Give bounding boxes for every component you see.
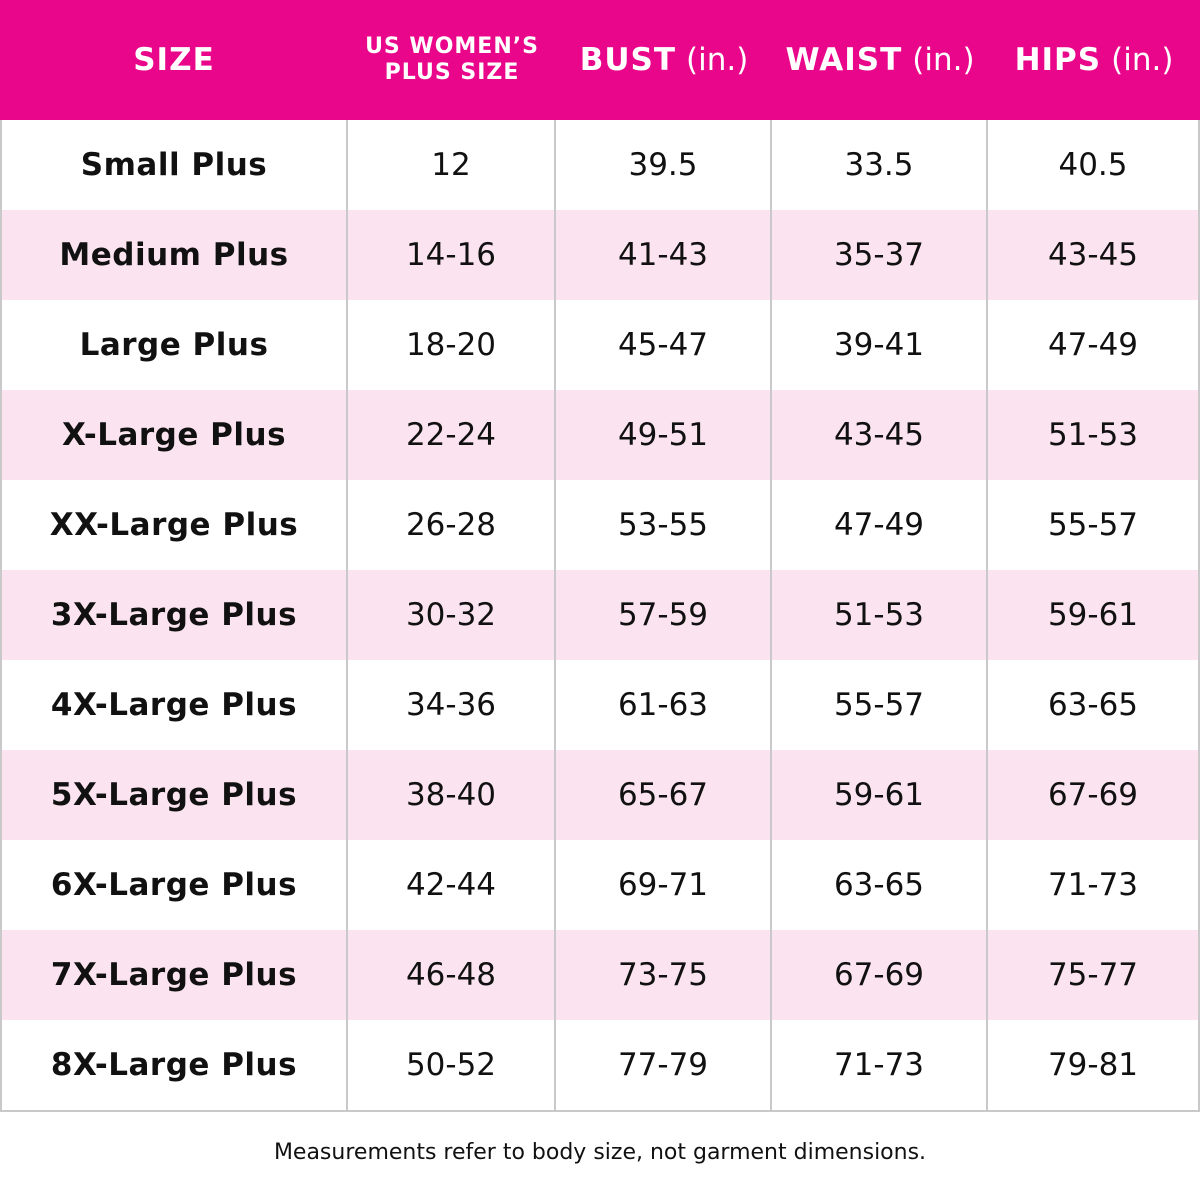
measurement: 26-28: [348, 480, 556, 570]
table-row: 8X-Large Plus 50-52 77-79 71-73 79-81: [0, 1020, 1200, 1112]
measurement: 41-43: [556, 210, 772, 300]
size-name: Small Plus: [0, 120, 348, 210]
header-name: WAIST: [785, 42, 903, 78]
size-name: 5X-Large Plus: [0, 750, 348, 840]
size-name: 3X-Large Plus: [0, 570, 348, 660]
header-cell: WAIST (in.): [772, 0, 988, 120]
measurement: 59-61: [988, 570, 1200, 660]
measurement: 39-41: [772, 300, 988, 390]
header-cell: BUST (in.): [556, 0, 772, 120]
header-unit: (in.): [685, 42, 749, 78]
measurement: 71-73: [988, 840, 1200, 930]
size-name: Medium Plus: [0, 210, 348, 300]
measurement: 77-79: [556, 1020, 772, 1110]
measurement: 63-65: [988, 660, 1200, 750]
header-cell: SIZE: [0, 0, 348, 120]
size-name: 6X-Large Plus: [0, 840, 348, 930]
header-name: BUST: [579, 42, 676, 78]
measurement: 73-75: [556, 930, 772, 1020]
measurement: 43-45: [772, 390, 988, 480]
size-name: 7X-Large Plus: [0, 930, 348, 1020]
size-table: SIZE US WOMEN’S PLUS SIZE BUST (in.) WAIST (in…: [0, 0, 1200, 1112]
measurement: 59-61: [772, 750, 988, 840]
table-row: 4X-Large Plus 34-36 61-63 55-57 63-65: [0, 660, 1200, 750]
measurement: 71-73: [772, 1020, 988, 1110]
table-row: 5X-Large Plus 38-40 65-67 59-61 67-69: [0, 750, 1200, 840]
measurement: 12: [348, 120, 556, 210]
measurement: 47-49: [988, 300, 1200, 390]
measurement: 34-36: [348, 660, 556, 750]
measurement: 39.5: [556, 120, 772, 210]
header-line: US WOMEN’S: [365, 34, 539, 59]
table-row: Small Plus 12 39.5 33.5 40.5: [0, 120, 1200, 210]
measurement: 75-77: [988, 930, 1200, 1020]
table-row: X-Large Plus 22-24 49-51 43-45 51-53: [0, 390, 1200, 480]
measurement: 65-67: [556, 750, 772, 840]
measurement: 43-45: [988, 210, 1200, 300]
measurement: 63-65: [772, 840, 988, 930]
measurement: 14-16: [348, 210, 556, 300]
header-row: SIZE US WOMEN’S PLUS SIZE BUST (in.) WAIST (in…: [0, 0, 1200, 120]
measurement: 67-69: [988, 750, 1200, 840]
measurement: 55-57: [988, 480, 1200, 570]
footer-note: Measurements refer to body size, not gar…: [273, 1140, 927, 1165]
measurement: 18-20: [348, 300, 556, 390]
measurement: 40.5: [988, 120, 1200, 210]
measurement: 55-57: [772, 660, 988, 750]
measurement: 79-81: [988, 1020, 1200, 1110]
measurement: 67-69: [772, 930, 988, 1020]
size-name: 4X-Large Plus: [0, 660, 348, 750]
size-name: X-Large Plus: [0, 390, 348, 480]
size-name: 8X-Large Plus: [0, 1020, 348, 1110]
table-row: Medium Plus 14-16 41-43 35-37 43-45: [0, 210, 1200, 300]
table-row: 3X-Large Plus 30-32 57-59 51-53 59-61: [0, 570, 1200, 660]
measurement: 22-24: [348, 390, 556, 480]
measurement: 57-59: [556, 570, 772, 660]
header-name: SIZE: [133, 42, 215, 78]
header-unit: (in.): [1111, 42, 1174, 78]
measurement: 33.5: [772, 120, 988, 210]
size-name: Large Plus: [0, 300, 348, 390]
header-cell: HIPS (in.): [988, 0, 1200, 120]
measurement: 51-53: [772, 570, 988, 660]
measurement: 49-51: [556, 390, 772, 480]
measurement: 69-71: [556, 840, 772, 930]
measurement: 50-52: [348, 1020, 556, 1110]
measurement: 51-53: [988, 390, 1200, 480]
measurement: 61-63: [556, 660, 772, 750]
header-name: HIPS: [1014, 42, 1102, 78]
size-name: XX-Large Plus: [0, 480, 348, 570]
table-row: 6X-Large Plus 42-44 69-71 63-65 71-73: [0, 840, 1200, 930]
measurement: 45-47: [556, 300, 772, 390]
measurement: 53-55: [556, 480, 772, 570]
measurement: 47-49: [772, 480, 988, 570]
measurement: 46-48: [348, 930, 556, 1020]
header-line: PLUS SIZE: [384, 60, 520, 85]
measurement: 38-40: [348, 750, 556, 840]
measurement: 42-44: [348, 840, 556, 930]
header-unit: (in.): [912, 42, 975, 78]
header-cell: US WOMEN’S PLUS SIZE: [348, 0, 556, 120]
measurement: 30-32: [348, 570, 556, 660]
table-row: XX-Large Plus 26-28 53-55 47-49 55-57: [0, 480, 1200, 570]
table-row: 7X-Large Plus 46-48 73-75 67-69 75-77: [0, 930, 1200, 1020]
measurement: 35-37: [772, 210, 988, 300]
table-row: Large Plus 18-20 45-47 39-41 47-49: [0, 300, 1200, 390]
